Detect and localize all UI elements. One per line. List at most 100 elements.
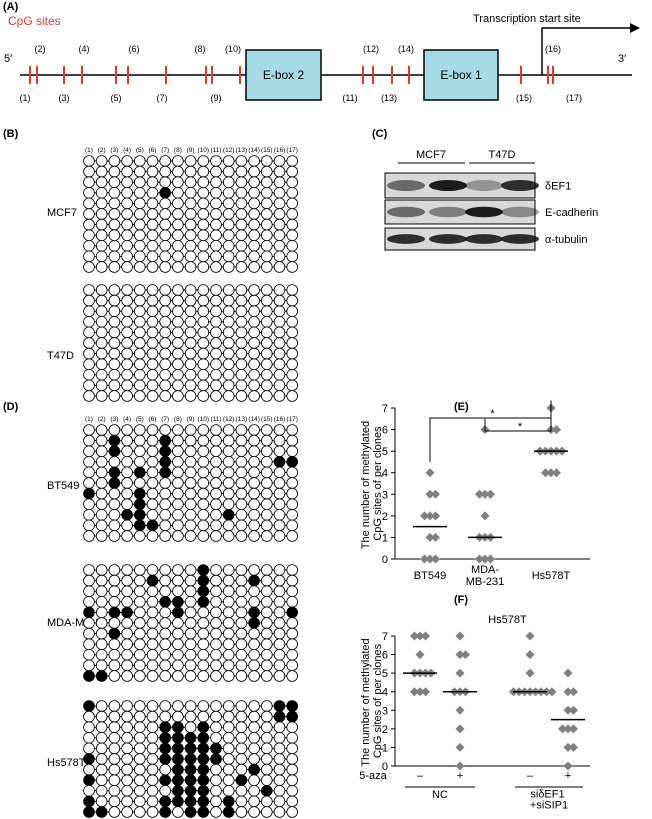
cpg-circle [197,337,210,349]
cpg-circle [286,795,299,808]
cpg-circle [146,774,159,786]
cpg-circle [121,390,133,402]
cpg-circle [248,358,260,371]
cpg-circle [172,508,184,521]
cpg-circle [235,638,248,650]
cpg-circle [83,806,95,818]
protein-label: α-tubulin [545,234,587,246]
cpg-circle [146,261,159,273]
cpg-circle [121,326,133,339]
cpg-circle [134,742,146,755]
cpg-circle [235,627,248,640]
cpg-circle [286,445,299,458]
cpg-circle [210,155,222,167]
cpg-circle [235,229,248,242]
cpg-circle [146,564,159,576]
cpg-circle [172,250,184,263]
cpg-circle [273,368,286,381]
cpg-circle [210,585,222,597]
cpg-circle [172,294,184,307]
cpg-circle [286,753,299,765]
cpg-circle [146,763,159,776]
data-point [486,554,495,564]
cpg-circle [235,187,248,199]
cpg-circle [172,487,184,500]
cpg-circle [273,617,286,629]
site-label: (12) [363,44,379,54]
cpg-circle [184,434,197,447]
cpg-circle [197,670,210,682]
cpg-circle [95,498,108,511]
cpg-circle [197,155,210,167]
cpg-circle [134,347,146,360]
site-header: (6) [149,416,157,423]
cpg-circle [222,368,235,381]
cpg-circle [146,284,159,296]
cpg-circle [248,530,260,542]
blot-group: T47D [489,149,516,161]
cpg-circle [273,176,286,189]
cpg-circle [146,368,159,381]
cpg-circle [121,763,133,776]
cpg-circle [286,585,299,597]
cpg-circle [121,368,133,381]
cpg-circle [273,487,286,500]
cpg-circle [260,165,273,178]
cpg-circle [108,176,121,189]
cpg-circle [248,445,260,458]
site-header: (15) [261,147,273,154]
site-header: (5) [136,416,144,423]
cpg-circle [95,466,108,479]
cpg-circle [121,498,133,511]
cpg-circle [286,155,299,167]
cpg-circle [95,710,108,723]
cpg-circle [95,165,108,178]
cpg-circle [134,670,146,682]
cpg-circle [273,315,286,328]
cpg-circle [248,763,260,776]
cpg-circle [108,519,121,532]
cpg-circle [95,487,108,500]
cpg-circle [210,508,222,521]
cpg-circle [260,700,273,712]
cpg-circle [248,508,260,521]
cpg-circle [134,585,146,597]
cpg-circle [134,753,146,765]
cpg-circle [286,721,299,733]
cpg-circle [159,187,172,199]
cpg-circle [260,337,273,349]
cpg-circle [184,617,197,629]
data-point [546,468,556,478]
cpg-circle [248,574,260,587]
cpg-circle [159,240,172,252]
cpg-circle [260,477,273,489]
cpg-circle [134,648,146,661]
site-header: (17) [286,416,298,423]
cpg-circle [172,466,184,479]
cpg-circle [83,784,95,797]
cpg-label: CpG sites [8,14,61,28]
site-header: (13) [236,147,248,154]
cpg-circle [210,742,222,755]
cpg-circle [146,784,159,797]
cpg-circle [286,638,299,650]
cpg-circle [108,700,121,712]
cpg-circle [235,434,248,447]
cpg-circle [159,564,172,576]
y-tick-label: 1 [382,742,388,754]
cpg-circle [95,659,108,672]
cpg-circle [286,358,299,371]
cpg-circle [248,784,260,797]
cpg-circle [210,477,222,489]
cpg-circle [248,455,260,468]
cpg-circle [121,617,133,629]
cpg-circle [235,358,248,371]
cpg-circle [197,305,210,318]
cpg-circle [146,659,159,672]
cpg-circle [95,806,108,818]
cpg-circle [95,347,108,360]
cpg-circle [184,519,197,532]
cpg-circle [121,250,133,263]
cpg-circle [108,638,121,650]
cpg-circle [197,721,210,733]
